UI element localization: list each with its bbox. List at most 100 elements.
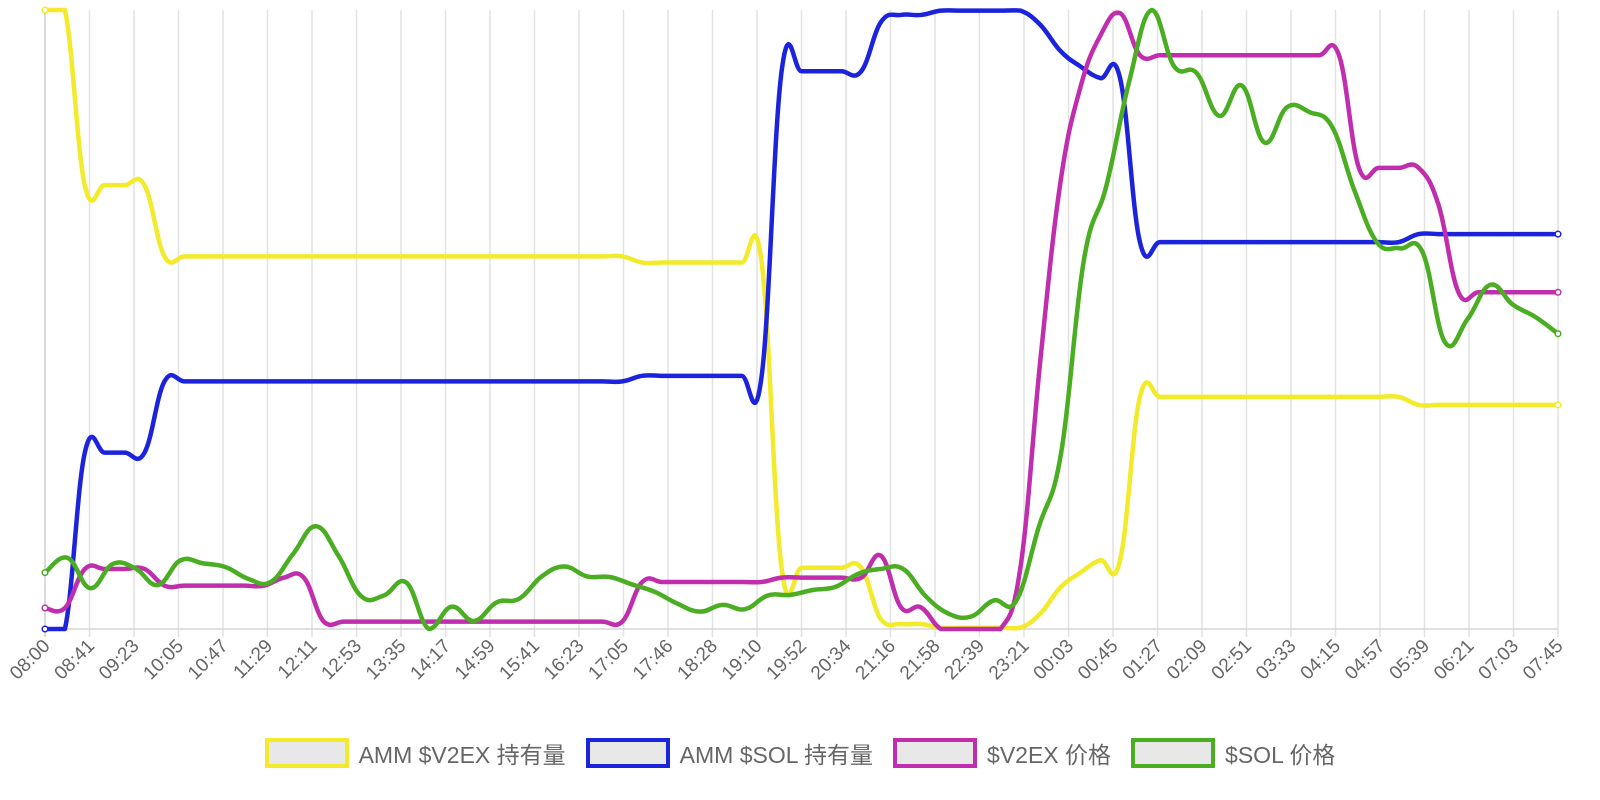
data-point[interactable]: [1337, 395, 1341, 399]
data-point[interactable]: [1118, 76, 1122, 80]
data-point[interactable]: [1456, 403, 1461, 407]
data-point[interactable]: [1436, 403, 1441, 407]
data-point[interactable]: [520, 619, 525, 624]
data-point[interactable]: [1377, 166, 1381, 170]
data-point[interactable]: [83, 567, 87, 571]
data-point[interactable]: [1476, 290, 1481, 295]
data-point[interactable]: [1317, 395, 1321, 399]
data-point[interactable]: [1081, 258, 1086, 263]
legend-item-v2ex-price[interactable]: $V2EX 价格: [893, 736, 1111, 770]
data-point[interactable]: [759, 374, 764, 378]
data-point[interactable]: [675, 601, 680, 606]
data-point[interactable]: [562, 564, 567, 569]
data-point[interactable]: [859, 69, 864, 74]
data-point[interactable]: [178, 558, 183, 563]
data-point[interactable]: [819, 69, 824, 74]
data-point[interactable]: [1058, 585, 1063, 590]
data-point[interactable]: [282, 575, 286, 580]
data-point[interactable]: [1118, 558, 1122, 563]
data-point[interactable]: [461, 379, 465, 384]
data-point[interactable]: [202, 379, 207, 384]
data-point[interactable]: [401, 254, 406, 259]
data-point[interactable]: [788, 593, 793, 597]
data-point[interactable]: [839, 69, 844, 74]
data-point[interactable]: [65, 556, 70, 560]
data-point[interactable]: [1357, 240, 1361, 244]
data-point[interactable]: [481, 379, 485, 384]
data-point[interactable]: [899, 13, 903, 17]
data-point[interactable]: [1240, 83, 1244, 88]
data-point[interactable]: [1536, 403, 1540, 407]
data-point[interactable]: [1297, 53, 1301, 57]
legend-item-amm-sol-holding[interactable]: AMM $SOL 持有量: [585, 736, 873, 770]
data-point[interactable]: [472, 619, 476, 623]
data-point[interactable]: [1436, 203, 1441, 207]
data-point[interactable]: [1078, 64, 1083, 69]
data-point[interactable]: [361, 619, 366, 624]
data-point[interactable]: [1307, 110, 1312, 114]
data-point[interactable]: [969, 614, 973, 619]
data-point[interactable]: [222, 254, 226, 259]
data-point[interactable]: [560, 619, 565, 624]
data-point[interactable]: [156, 583, 160, 587]
data-point[interactable]: [381, 619, 386, 624]
data-point[interactable]: [63, 8, 67, 12]
data-point[interactable]: [1554, 401, 1562, 409]
data-point[interactable]: [1158, 53, 1162, 57]
data-point[interactable]: [991, 598, 996, 603]
data-point[interactable]: [1516, 403, 1520, 407]
data-point[interactable]: [83, 450, 87, 455]
data-point[interactable]: [41, 604, 49, 612]
data-point[interactable]: [660, 260, 664, 265]
data-point[interactable]: [162, 254, 167, 259]
data-point[interactable]: [1337, 53, 1341, 57]
data-point[interactable]: [810, 588, 815, 592]
data-point[interactable]: [1197, 240, 1202, 244]
data-point[interactable]: [1158, 240, 1162, 244]
data-point[interactable]: [88, 586, 92, 590]
data-point[interactable]: [83, 183, 87, 187]
data-point[interactable]: [336, 554, 341, 558]
data-point[interactable]: [1217, 240, 1222, 244]
data-point[interactable]: [1436, 232, 1441, 236]
data-point[interactable]: [1317, 240, 1321, 244]
data-point[interactable]: [958, 8, 963, 13]
data-point[interactable]: [401, 379, 406, 384]
data-point[interactable]: [1038, 611, 1043, 616]
data-point[interactable]: [1375, 240, 1380, 245]
data-point[interactable]: [1036, 525, 1041, 530]
data-point[interactable]: [1277, 395, 1282, 399]
data-point[interactable]: [1177, 395, 1182, 399]
data-point[interactable]: [540, 574, 544, 579]
data-point[interactable]: [839, 575, 844, 580]
data-point[interactable]: [640, 580, 645, 584]
data-point[interactable]: [799, 69, 804, 74]
data-point[interactable]: [580, 254, 585, 259]
data-point[interactable]: [421, 379, 426, 384]
data-point[interactable]: [1416, 403, 1421, 407]
data-point[interactable]: [1038, 357, 1043, 362]
data-point[interactable]: [978, 627, 983, 631]
data-point[interactable]: [923, 594, 928, 598]
data-point[interactable]: [142, 183, 147, 187]
data-point[interactable]: [262, 379, 266, 384]
data-point[interactable]: [520, 379, 525, 384]
data-point[interactable]: [501, 254, 505, 259]
data-point[interactable]: [799, 565, 804, 570]
data-point[interactable]: [1456, 290, 1461, 295]
data-point[interactable]: [182, 583, 187, 588]
data-point[interactable]: [461, 619, 465, 624]
data-point[interactable]: [302, 379, 306, 384]
data-point[interactable]: [946, 611, 951, 616]
data-point[interactable]: [1297, 240, 1301, 244]
data-point[interactable]: [1496, 403, 1501, 407]
data-point[interactable]: [620, 619, 625, 624]
data-point[interactable]: [1476, 232, 1481, 236]
data-point[interactable]: [461, 254, 465, 259]
data-point[interactable]: [63, 606, 67, 610]
data-point[interactable]: [321, 254, 326, 259]
data-point[interactable]: [441, 619, 445, 624]
data-point[interactable]: [620, 254, 625, 259]
data-point[interactable]: [361, 254, 366, 259]
data-point[interactable]: [404, 580, 409, 585]
